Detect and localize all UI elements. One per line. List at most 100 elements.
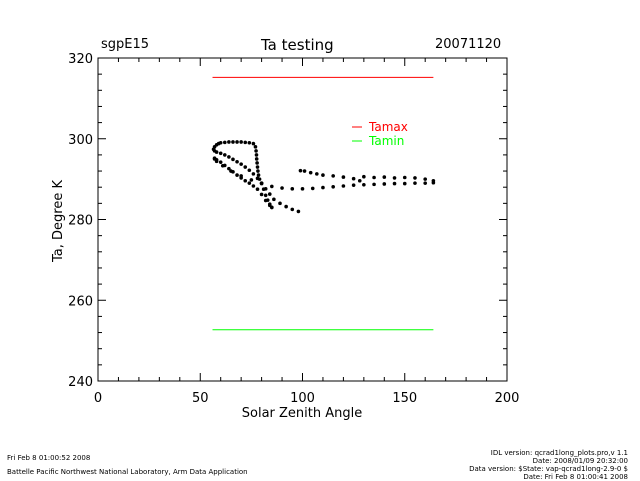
x-tick-label: 0 (94, 391, 102, 406)
data-point (413, 176, 417, 180)
data-point (253, 145, 258, 149)
y-tick-label: 240 (68, 375, 93, 390)
data-point (235, 159, 239, 164)
data-point (218, 160, 223, 164)
data-point (256, 169, 260, 173)
chart-title: Ta testing (261, 36, 334, 54)
data-point (251, 184, 256, 188)
footer-idl-version: IDL version: qcrad1long_plots.pro,v 1.1 (490, 449, 628, 457)
data-point (247, 168, 252, 173)
data-point (278, 201, 282, 206)
data-point (239, 174, 243, 178)
data-point (256, 173, 261, 177)
data-point (308, 170, 313, 175)
data-point (255, 165, 260, 169)
data-point (300, 187, 305, 191)
data-point (310, 186, 315, 191)
data-point (272, 197, 276, 202)
data-point (331, 174, 335, 178)
axis-ticks (97, 57, 508, 382)
data-point (341, 184, 346, 188)
data-point (392, 176, 397, 180)
data-point (243, 178, 248, 183)
data-point (243, 140, 248, 145)
data-point (331, 184, 335, 189)
data-point (255, 161, 259, 165)
y-tick-label: 280 (68, 214, 93, 229)
data-point (212, 157, 217, 161)
data-point (321, 185, 325, 190)
series-lines (212, 76, 434, 331)
data-point (229, 169, 233, 173)
data-point (362, 182, 366, 187)
x-tick-label: 100 (290, 391, 315, 406)
data-point (321, 173, 325, 177)
legend-label-tamin: Tamin (368, 134, 404, 148)
data-point (267, 192, 272, 196)
y-tick-label: 320 (68, 52, 93, 67)
data-point (227, 140, 231, 144)
data-point (235, 173, 239, 177)
data-point (235, 140, 239, 144)
data-point (261, 187, 266, 192)
data-point (280, 186, 284, 190)
data-point (362, 174, 366, 179)
data-point (254, 157, 259, 161)
data-point (263, 198, 268, 203)
plot-frame (97, 57, 508, 382)
footer-run-date: Fri Feb 8 01:00:52 2008 (7, 454, 91, 462)
data-point (302, 169, 307, 173)
data-point (220, 164, 225, 168)
data-point (251, 172, 256, 176)
y-tick-label: 260 (68, 294, 93, 309)
data-point (402, 175, 407, 180)
data-point (239, 162, 243, 166)
data-point (290, 187, 295, 191)
x-tick-label: 150 (392, 391, 417, 406)
data-point (239, 140, 243, 144)
data-point (218, 151, 223, 156)
data-point (413, 181, 417, 185)
data-point (341, 175, 346, 179)
footer-lab: Battelle Pacific Northwest National Labo… (7, 468, 248, 476)
data-point (231, 140, 235, 144)
data-point (259, 192, 264, 197)
plot-border (97, 57, 508, 382)
axis-tick-labels: 0 50 100 150 200 240 260 280 300 320 (68, 52, 519, 406)
data-point (259, 181, 264, 186)
data-point (296, 209, 301, 214)
data-point (315, 172, 319, 176)
footer-data-date: Date: Fri Feb 8 01:00:41 2008 (523, 473, 628, 481)
legend-label-tamax: Tamax (368, 120, 408, 134)
data-point (263, 193, 268, 198)
data-point (382, 175, 387, 179)
data-point (247, 181, 252, 185)
data-point (298, 168, 303, 173)
data-point (257, 177, 262, 181)
data-point (351, 183, 356, 187)
data-point (231, 157, 235, 162)
data-point (249, 178, 254, 182)
data-point (247, 140, 252, 145)
data-point (431, 178, 436, 183)
data-point (392, 181, 397, 186)
x-tick-label: 200 (495, 391, 520, 406)
date-label: 20071120 (435, 37, 502, 52)
data-point (357, 178, 362, 183)
data-point (372, 182, 376, 187)
x-tick-label: 50 (192, 391, 209, 406)
y-tick-label: 300 (68, 133, 93, 148)
site-label: sgpE15 (101, 37, 150, 52)
data-point (254, 153, 259, 157)
footer-idl-date: Date: 2008/01/09 20:32:00 (532, 457, 628, 465)
data-point (255, 187, 260, 192)
data-point (423, 181, 428, 185)
data-point (218, 140, 223, 145)
data-point (382, 182, 387, 186)
data-point (284, 204, 288, 209)
y-axis-label: Ta, Degree K (51, 180, 66, 263)
data-point (254, 149, 258, 153)
data-point (423, 177, 428, 181)
